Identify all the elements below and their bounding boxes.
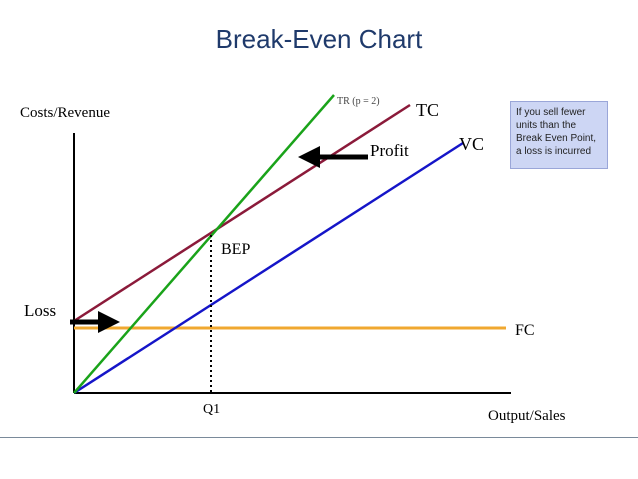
bep-label: BEP <box>221 241 250 258</box>
profit-label: Profit <box>370 141 409 160</box>
footer-divider <box>0 437 638 438</box>
fc-label: FC <box>515 322 535 339</box>
tc-line <box>73 103 411 323</box>
tc-label: TC <box>416 100 439 120</box>
y-axis-label: Costs/Revenue <box>20 105 110 121</box>
tr-label: TR (p = 2) <box>337 96 380 107</box>
chart-title: Break-Even Chart <box>215 24 423 54</box>
x-axis-label: Output/Sales <box>488 408 566 424</box>
q1-label: Q1 <box>203 402 220 417</box>
loss-label: Loss <box>24 301 56 320</box>
vc-line <box>73 141 464 395</box>
loss-arrow <box>70 311 120 333</box>
loss-note: If you sell fewer units than the Break E… <box>510 101 608 169</box>
vc-label: VC <box>459 134 484 154</box>
profit-arrow <box>298 146 368 168</box>
tr-line <box>73 94 335 394</box>
